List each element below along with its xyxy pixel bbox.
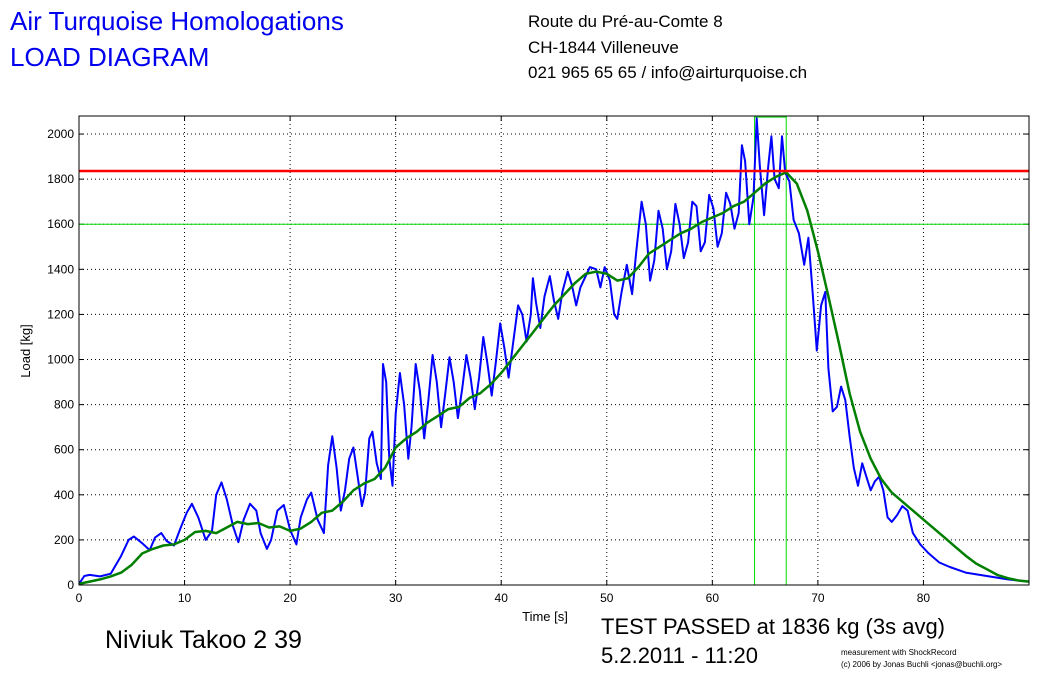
x-tick-label: 20 (283, 591, 297, 605)
plot-background (79, 116, 1029, 585)
x-tick-labels: 0 10 20 30 40 50 60 70 80 (76, 591, 931, 605)
x-tick-label: 80 (917, 591, 931, 605)
y-tick-label: 800 (54, 398, 74, 412)
y-axis-label: Load [kg] (18, 324, 33, 378)
title-line-1: Air Turquoise Homologations (10, 6, 344, 36)
y-tick-label: 1000 (47, 353, 74, 367)
y-tick-labels: 0 200 400 600 800 1000 1200 1400 1600 1800 2000 (47, 127, 74, 592)
x-tick-label: 0 (76, 591, 83, 605)
title-line-2: LOAD DIAGRAM (10, 42, 210, 72)
y-tick-label: 1400 (47, 262, 74, 276)
test-result: TEST PASSED at 1836 kg (3s avg) (601, 614, 946, 639)
y-tick-label: 1800 (47, 172, 74, 186)
x-tick-label: 70 (811, 591, 825, 605)
average-load-line (78, 171, 1030, 586)
x-tick-label: 40 (495, 591, 509, 605)
raw-load-line (78, 117, 1030, 585)
y-tick-label: 600 (54, 443, 74, 457)
x-tick-label: 10 (178, 591, 192, 605)
y-tick-label: 0 (67, 578, 74, 592)
credit-line-2: (c) 2006 by Jonas Buchli <jonas@buchli.o… (841, 660, 1003, 669)
x-tick-label: 50 (600, 591, 614, 605)
address-line-3: 021 965 65 65 / info@airturquoise.ch (528, 63, 808, 82)
x-tick-label: 60 (706, 591, 720, 605)
series-lines (78, 117, 1030, 586)
test-date: 5.2.2011 - 11:20 (601, 643, 758, 668)
plot-frame (78, 115, 1030, 586)
address-line-1: Route du Pré-au-Comte 8 (528, 12, 723, 31)
axis-ticks (78, 116, 1029, 586)
y-tick-label: 400 (54, 488, 74, 502)
y-tick-label: 200 (54, 533, 74, 547)
x-axis-label: Time [s] (522, 609, 568, 624)
y-tick-label: 2000 (47, 127, 74, 141)
glider-name: Niviuk Takoo 2 39 (105, 626, 302, 654)
y-tick-label: 1200 (47, 307, 74, 321)
y-tick-label: 1600 (47, 217, 74, 231)
x-tick-label: 30 (389, 591, 403, 605)
credit-line-1: measurement with ShockRecord (841, 648, 957, 657)
address-line-2: CH-1844 Villeneuve (528, 38, 679, 57)
